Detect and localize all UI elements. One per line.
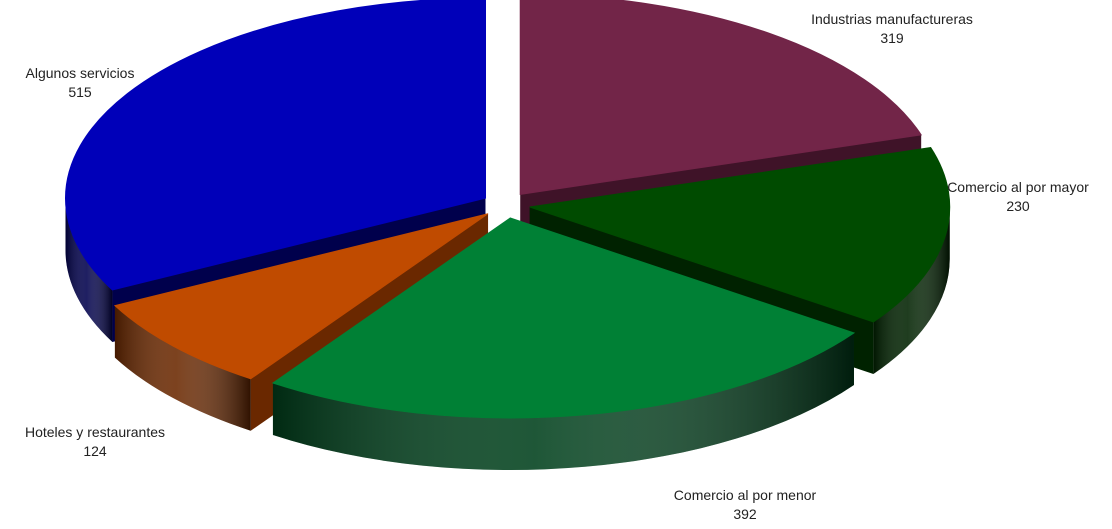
slice-side-shade-hoteles-y-restaurantes: [114, 305, 251, 431]
slice-algunos-servicios: [65, 0, 486, 291]
slice-hoteles-y-restaurantes: [113, 213, 489, 380]
value-industrias-manufactureras: 319: [880, 30, 904, 46]
slice-side-shade-comercio-al-por-menor: [272, 332, 854, 470]
value-comercio-al-por-mayor: 230: [1006, 198, 1030, 214]
value-hoteles-y-restaurantes: 124: [83, 443, 107, 459]
label-industrias-manufactureras: Industrias manufactureras: [811, 11, 973, 27]
slice-comercio-al-por-mayor: [529, 146, 951, 323]
label-comercio-al-por-menor: Comercio al por menor: [674, 487, 817, 503]
label-comercio-al-por-mayor: Comercio al por mayor: [947, 179, 1089, 195]
label-hoteles-y-restaurantes: Hoteles y restaurantes: [25, 424, 165, 440]
label-algunos-servicios: Algunos servicios: [26, 65, 135, 81]
slice-side-shade-algunos-servicios: [65, 198, 113, 342]
value-algunos-servicios: 515: [68, 84, 92, 100]
slice-comercio-al-por-menor: [271, 217, 856, 419]
value-comercio-al-por-menor: 392: [733, 506, 757, 522]
slice-industrias-manufactureras: [519, 0, 923, 195]
